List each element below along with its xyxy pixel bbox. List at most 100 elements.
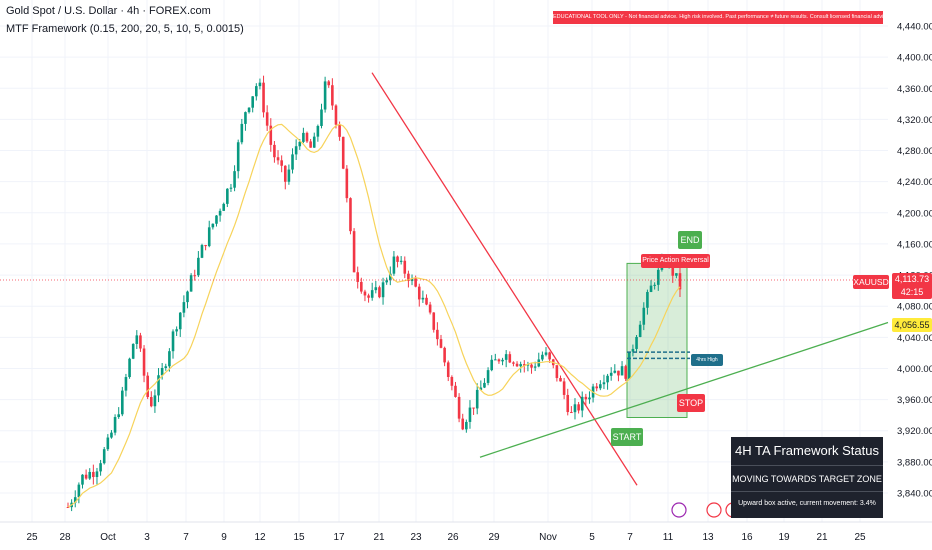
candle-body xyxy=(287,169,291,182)
candle-body xyxy=(436,329,439,340)
candle-body xyxy=(454,385,457,397)
candle-body xyxy=(291,154,294,170)
candle-body xyxy=(298,141,302,147)
candle-body xyxy=(81,474,84,485)
candle-body xyxy=(178,312,182,330)
candle-body xyxy=(617,370,620,376)
candle-body xyxy=(512,362,515,364)
moving-average xyxy=(67,123,681,508)
ma-line xyxy=(67,123,681,508)
candle-body xyxy=(146,375,149,398)
candle-body xyxy=(599,384,602,389)
candle-body xyxy=(251,96,254,108)
x-tick-label: 25 xyxy=(26,532,38,543)
candle-body xyxy=(374,287,378,291)
candle-body xyxy=(197,257,200,276)
candle-body xyxy=(562,381,566,395)
candle-body xyxy=(226,188,229,204)
candle-body xyxy=(338,124,341,137)
candle-body xyxy=(410,278,414,282)
candle-body xyxy=(273,144,276,158)
levels xyxy=(0,279,888,360)
candle-body xyxy=(363,291,367,296)
x-tick-label: 21 xyxy=(816,532,828,543)
candle-body xyxy=(407,273,410,282)
candle-body xyxy=(240,123,244,143)
candle-body xyxy=(450,376,454,386)
candle-body xyxy=(414,278,417,287)
candle-body xyxy=(106,437,110,450)
x-tick-label: 23 xyxy=(410,532,422,543)
candle-body xyxy=(613,370,617,373)
candle-body xyxy=(222,203,226,211)
lightning-icon[interactable] xyxy=(671,502,687,518)
status-detail: Upward box active, current movement: 3.4… xyxy=(738,500,876,507)
candle-body xyxy=(175,329,178,332)
candle-body xyxy=(479,387,483,390)
candle-body xyxy=(446,362,450,377)
us-flag-icon[interactable] xyxy=(706,502,722,518)
candle-body xyxy=(628,351,631,379)
candle-body xyxy=(403,260,407,274)
candle-body xyxy=(124,377,128,391)
candle-body xyxy=(566,394,570,413)
candle-body xyxy=(121,390,124,415)
candle-body xyxy=(157,375,160,396)
candle-body xyxy=(323,81,327,110)
y-tick-label: 4,440.00 xyxy=(897,22,932,33)
candle-body xyxy=(584,396,588,400)
candle-body xyxy=(305,132,309,142)
y-tick-label: 4,000.00 xyxy=(897,364,932,375)
candle-body xyxy=(457,396,461,419)
x-tick-label: Nov xyxy=(539,532,557,543)
candle-body xyxy=(233,171,236,188)
candle-body xyxy=(211,223,215,228)
candle-body xyxy=(294,146,298,155)
status-title: 4H TA Framework Status xyxy=(731,437,883,466)
x-tick-label: 28 xyxy=(59,532,71,543)
candle-body xyxy=(171,331,175,352)
candle-body xyxy=(258,82,262,87)
trendlines xyxy=(371,72,889,486)
status-panel: 4H TA Framework Status MOVING TOWARDS TA… xyxy=(731,437,883,518)
y-tick-label: 4,240.00 xyxy=(897,177,932,188)
candle-body xyxy=(117,414,120,418)
candle-body xyxy=(320,109,323,126)
y-axis: 3,840.00 3,880.00 3,920.00 3,960.00 4,000.00… xyxy=(897,22,932,500)
current-price: 4,113.73 xyxy=(894,274,930,284)
x-tick-label: 16 xyxy=(741,532,753,543)
x-tick-label: 5 xyxy=(589,532,595,543)
y-tick-label: 3,960.00 xyxy=(897,395,932,406)
x-tick-label: 26 xyxy=(447,532,459,543)
candle-body xyxy=(204,245,207,247)
candle-body xyxy=(490,359,493,371)
start-label: START xyxy=(611,428,643,446)
candle-body xyxy=(443,347,446,363)
candle-body xyxy=(316,125,320,137)
x-tick-label: 17 xyxy=(333,532,345,543)
candle-body xyxy=(345,168,349,199)
y-tick-label: 4,040.00 xyxy=(897,333,932,344)
candle-body xyxy=(113,417,117,433)
candle-body xyxy=(168,351,171,367)
y-tick-label: 3,920.00 xyxy=(897,426,932,437)
candle-body xyxy=(207,227,211,247)
y-tick-label: 4,280.00 xyxy=(897,146,932,157)
candle-body xyxy=(544,352,548,355)
candle-body xyxy=(631,348,635,352)
candle-body xyxy=(356,272,360,282)
candle-body xyxy=(515,363,519,367)
y-tick-label: 4,320.00 xyxy=(897,115,932,126)
x-tick-label: 3 xyxy=(144,532,150,543)
candle-body xyxy=(399,260,403,262)
trendline-price-badge: 4,056.55 xyxy=(892,318,932,332)
candle-body xyxy=(331,85,334,106)
candle-body xyxy=(142,348,146,376)
candle-body xyxy=(522,364,526,366)
x-tick-label: 29 xyxy=(488,532,500,543)
candle-body xyxy=(352,231,356,273)
candle-body xyxy=(182,302,186,313)
uptrend-line xyxy=(479,321,889,458)
candle-body xyxy=(388,273,392,281)
